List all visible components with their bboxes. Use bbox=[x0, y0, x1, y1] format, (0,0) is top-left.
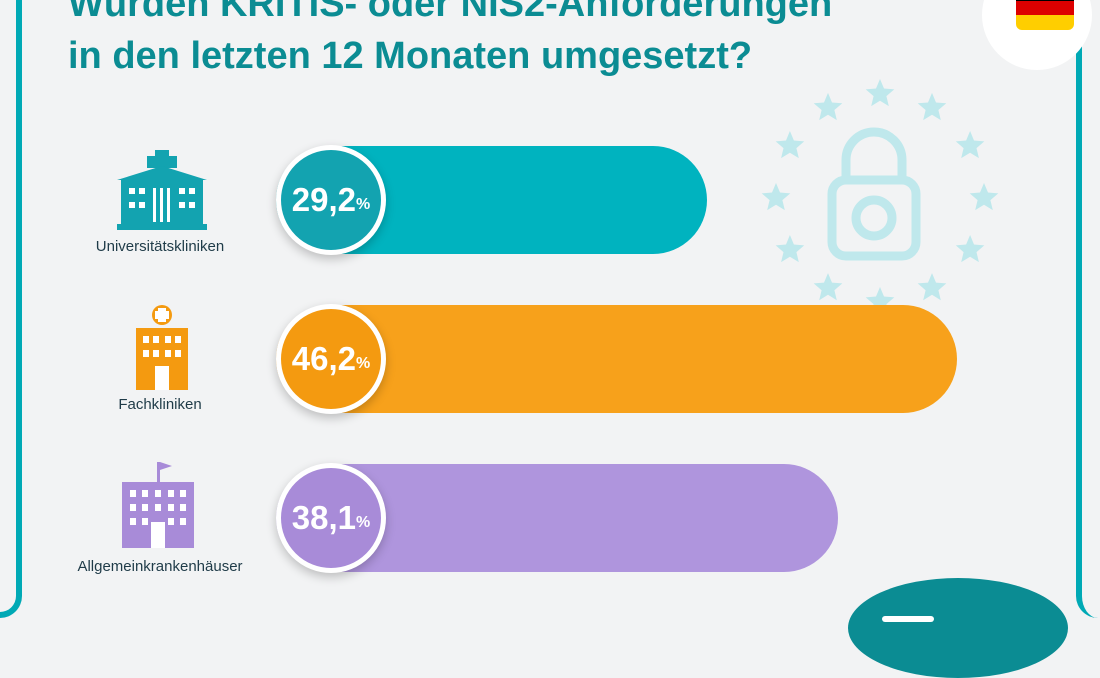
eu-star-icon bbox=[865, 287, 895, 310]
office-building-flag-icon bbox=[120, 462, 230, 553]
eu-star-icon bbox=[813, 273, 843, 301]
value-number: 46,2 bbox=[291, 340, 356, 377]
eu-star-icon bbox=[775, 235, 805, 263]
eu-star-icon bbox=[955, 131, 985, 159]
eu-stars-lock-icon bbox=[761, 79, 999, 310]
chart-title: Würden KRITIS- oder NIS2-Anforderungen i… bbox=[68, 0, 832, 82]
frame-right bbox=[1076, 0, 1100, 618]
eu-star-icon bbox=[865, 79, 895, 107]
eu-star-icon bbox=[917, 92, 947, 121]
category-label-3: Allgemeinkrankenhäuser bbox=[77, 558, 243, 575]
category-label-2: Fachkliniken bbox=[118, 396, 202, 413]
value-unit: % bbox=[356, 514, 371, 531]
eu-star-icon bbox=[775, 131, 805, 159]
value-unit: % bbox=[356, 355, 371, 372]
eu-star-icon bbox=[761, 183, 791, 211]
hospital-cross-building-icon bbox=[132, 304, 242, 395]
value-label-2: 46,2% bbox=[276, 304, 386, 414]
category-label-1: Universitätskliniken bbox=[95, 238, 225, 255]
eu-star-icon bbox=[955, 235, 985, 263]
title-line-2: in den letzten 12 Monaten umgesetzt? bbox=[68, 35, 753, 77]
bar-2 bbox=[276, 305, 958, 413]
value-unit: % bbox=[356, 196, 371, 213]
value-number: 29,2 bbox=[291, 181, 356, 218]
value-label-3: 38,1% bbox=[276, 463, 386, 573]
eu-star-icon bbox=[813, 92, 843, 121]
frame-left bbox=[0, 0, 22, 618]
value-number: 38,1 bbox=[291, 499, 356, 536]
title-line-1: Würden KRITIS- oder NIS2-Anforderungen bbox=[68, 0, 833, 25]
university-building-icon bbox=[117, 150, 227, 235]
logo-badge bbox=[848, 578, 1068, 678]
value-label-1: 29,2% bbox=[276, 145, 386, 255]
eu-star-icon bbox=[917, 273, 947, 301]
german-flag-icon bbox=[1016, 0, 1074, 30]
eu-star-icon bbox=[969, 183, 999, 211]
